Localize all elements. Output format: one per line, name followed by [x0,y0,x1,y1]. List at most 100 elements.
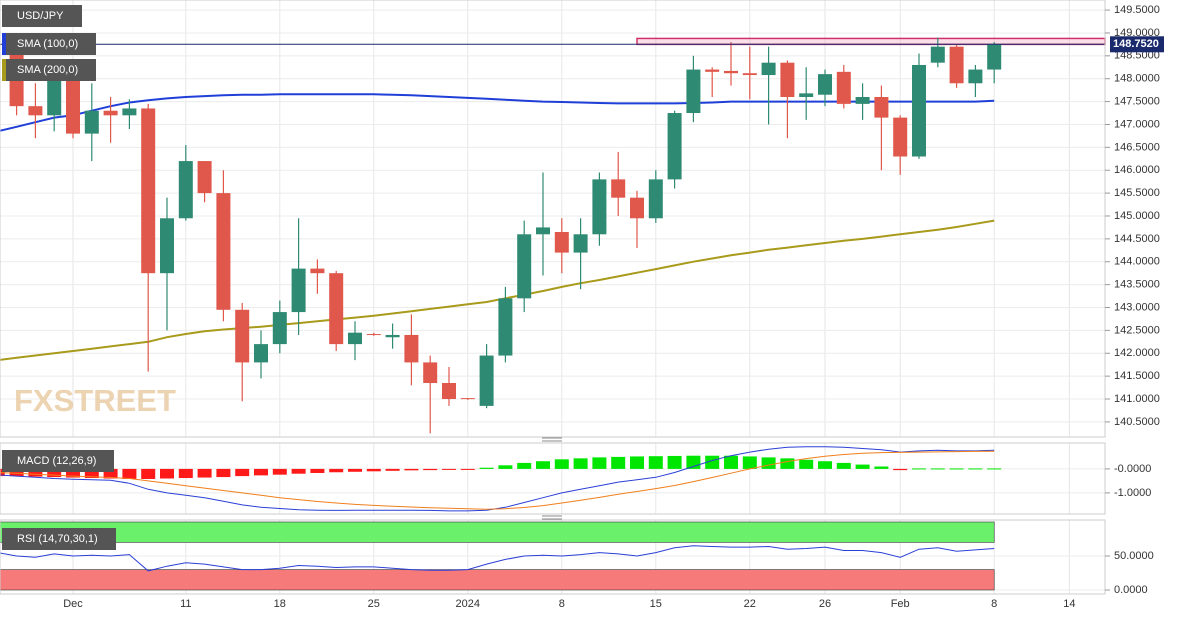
histogram-bar [423,468,438,471]
histogram-bar [479,467,494,469]
legend-box [2,528,116,550]
candle-body [554,231,569,253]
candle-body [818,74,832,95]
y-tick-label: 141.5000 [1114,370,1160,382]
candle-body [686,69,701,114]
candle-body [423,362,438,384]
x-tick-label: 25 [368,598,380,610]
histogram-bar [141,468,156,479]
candle-body [348,332,362,345]
candle-body [893,117,908,157]
histogram-bar [404,468,419,471]
candle-body [930,46,945,63]
y-tick-label: -0.0000 [1114,463,1151,475]
histogram-bar [648,456,663,469]
y-tick-label: 143.0000 [1114,301,1160,313]
histogram-bar [9,468,24,477]
candle-body [724,70,738,74]
histogram-bar [348,468,362,472]
candle-body [742,73,757,76]
histogram-bar [160,468,174,479]
x-tick-label: 2024 [456,598,480,610]
candle-body [197,161,212,194]
y-tick-label: 147.0000 [1114,118,1160,130]
candle-body [761,62,776,76]
histogram-bar [442,468,456,470]
x-tick-label: 15 [650,598,662,610]
candle-body [385,334,400,338]
candle-body [84,110,99,134]
candle-body [498,298,513,356]
legend-box [2,5,82,27]
x-tick-label: 11 [180,598,191,610]
candle-body [836,71,851,104]
candle-body [517,234,532,299]
candle-body [366,334,381,336]
resistance-zone [636,37,1106,46]
histogram-bar [84,468,99,479]
y-tick-label: 146.5000 [1114,141,1160,153]
rsi-panel [0,519,1106,595]
legend-box [2,59,96,81]
price-label: 148.7520 [1113,38,1159,50]
candle-body [291,268,306,313]
y-tick-label: 0.0000 [1114,584,1148,596]
candle-body [442,383,456,400]
x-tick-label: Feb [891,598,910,610]
histogram-bar [836,462,851,469]
x-tick-label: 26 [819,598,831,610]
histogram-bar [949,468,964,470]
y-tick-label: 147.5000 [1114,95,1160,107]
histogram-bar [385,468,400,471]
rsi-line [0,545,995,572]
candle-body [536,227,550,235]
candle-body [329,273,344,345]
x-tick-label: 8 [991,598,997,610]
histogram-bar [460,468,475,470]
candle-body [855,97,870,104]
signal-line [0,450,995,510]
price-panel [0,0,1106,438]
histogram-bar [28,468,43,477]
histogram-bar [630,456,644,469]
watermark: FXSTREET [14,383,176,418]
axes: Dec 11 18 25 2024 8 15 22 26 Feb 8 14 140.5000 141.00… [63,4,1164,610]
candle-body [235,309,250,363]
candle-body [968,69,983,84]
legend-label: SMA (100,0) [17,38,78,50]
histogram-bar [536,461,550,469]
histogram-bar [272,468,287,475]
candle-body [780,62,795,98]
candle-body [479,355,494,406]
histogram-bar [235,468,250,477]
sma-line [0,93,995,132]
histogram-bar [930,468,945,470]
candle-body [404,334,419,363]
histogram-bar [987,468,1002,470]
y-tick-label: -1.0000 [1114,487,1151,499]
legend-box [2,33,96,55]
histogram-bar [197,468,212,478]
legend-label: RSI (14,70,30,1) [17,533,98,545]
legend-swatch [2,33,6,55]
candle-body [667,113,682,180]
histogram-bar [799,459,814,469]
histogram-bar [122,468,137,479]
histogram-bar [554,459,569,469]
candle-body [272,312,287,345]
histogram-bar [592,457,607,469]
candle-body [799,93,814,98]
histogram-bar [855,464,870,469]
candle-body [611,179,626,198]
y-tick-label: 140.5000 [1114,416,1160,428]
candle-body [460,398,475,400]
macd-panel [0,442,1106,515]
sma-line [0,219,995,361]
legend: USD/JPY SMA (100,0) SMA (200,0) MACD (12… [2,5,116,550]
histogram-bar [893,468,908,471]
histogram-bar [291,468,306,474]
candle-body [66,69,80,134]
histogram-bar [216,468,231,478]
histogram-bar [366,468,381,472]
